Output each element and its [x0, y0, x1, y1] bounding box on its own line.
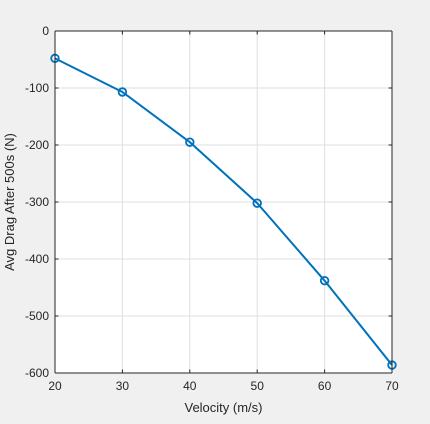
grid-layer: [54, 30, 393, 374]
data-point-marker: [185, 137, 195, 147]
y-tick-label: -400: [25, 252, 49, 266]
y-tick-label: 0: [42, 24, 49, 38]
axis-layer: 20 30 40 50 60 70 0 -100 -200 -300 -400 -500 -600: [25, 24, 399, 393]
x-tick-label: 30: [116, 379, 130, 393]
x-axis-label: Velocity (m/s): [184, 400, 262, 415]
y-tick-label: -200: [25, 138, 49, 152]
x-tick-label: 70: [385, 379, 399, 393]
y-tick-label: -500: [25, 309, 49, 323]
data-point-marker: [117, 87, 128, 97]
data-point-marker: [252, 198, 262, 208]
x-tick-label: 40: [183, 379, 197, 393]
x-tick-label: 50: [251, 379, 265, 393]
x-tick-label: 20: [48, 379, 62, 393]
data-point-marker: [319, 275, 330, 286]
x-tick-label: 60: [318, 379, 332, 393]
y-tick-label: -300: [25, 195, 49, 209]
y-axis-label: Avg Drag After 500s (N): [2, 133, 17, 271]
y-tick-label: -100: [25, 81, 49, 95]
y-tick-label: -600: [25, 366, 49, 380]
series-line: [54, 57, 393, 366]
